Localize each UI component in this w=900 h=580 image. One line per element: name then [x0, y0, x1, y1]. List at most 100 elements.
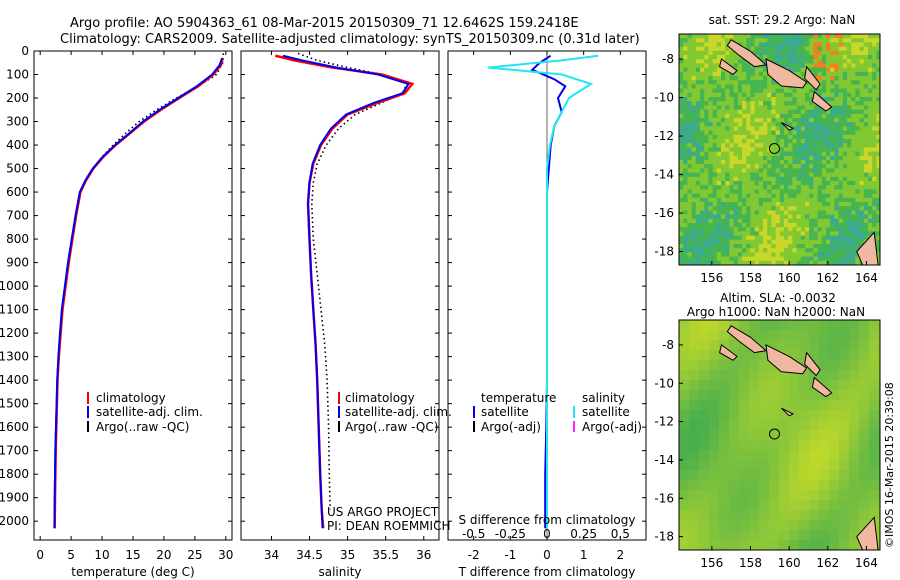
map-cell	[805, 260, 810, 265]
map-cell	[679, 239, 684, 245]
map-cell	[834, 134, 840, 140]
map-cell	[709, 440, 720, 451]
map-cell	[829, 380, 840, 391]
map-cell	[855, 130, 861, 136]
map-cell	[708, 143, 714, 148]
map-cell	[695, 109, 701, 115]
map-cell	[704, 59, 709, 64]
map-cell	[800, 181, 806, 186]
map-cell	[775, 244, 781, 249]
map-cell	[699, 350, 710, 361]
map-cell	[784, 55, 789, 60]
map-cell	[687, 59, 693, 64]
map-cell	[868, 189, 873, 195]
map-cell	[771, 248, 777, 253]
map-cell	[800, 34, 806, 39]
map-cell	[851, 172, 856, 178]
map-cell	[775, 231, 781, 237]
map-cell	[763, 168, 768, 174]
map-cell	[691, 202, 697, 207]
map-cell	[876, 92, 880, 98]
map-cell	[842, 134, 848, 140]
map-cell	[779, 193, 785, 199]
map-cell	[847, 109, 852, 115]
map-cell	[876, 239, 880, 245]
map-cell	[859, 122, 865, 127]
map-cell	[799, 420, 810, 431]
map-cell	[759, 440, 770, 451]
map-cell	[716, 84, 722, 90]
map-cell	[754, 101, 760, 106]
map-cell	[800, 223, 806, 228]
map-cell	[687, 248, 693, 253]
map-cell	[704, 206, 709, 211]
map-cell	[859, 210, 865, 216]
map-cell	[775, 227, 781, 232]
map-cell	[838, 97, 844, 102]
map-cell	[826, 218, 831, 224]
map-cell	[746, 231, 751, 237]
map-cell	[821, 223, 827, 228]
map-cell	[851, 109, 856, 115]
map-cell	[859, 193, 865, 199]
map-cell	[750, 210, 756, 216]
map-cell	[758, 122, 764, 127]
map-cell	[838, 168, 844, 174]
map-cell	[754, 239, 760, 245]
map-cell	[683, 164, 688, 169]
map-cell	[826, 252, 831, 258]
map-cell	[708, 206, 714, 211]
map-cell	[742, 252, 747, 258]
map-cell	[737, 130, 743, 136]
map-cell	[819, 320, 830, 331]
map-cell	[788, 206, 793, 211]
map-cell	[779, 189, 785, 195]
map-cell	[758, 71, 764, 77]
map-cell	[769, 330, 780, 341]
map-cell	[683, 231, 688, 237]
map-cell	[763, 92, 768, 98]
map-cell	[758, 88, 764, 94]
map-cell	[746, 181, 751, 186]
map-cell	[851, 176, 856, 182]
map-cell	[847, 105, 852, 111]
map-cell	[746, 248, 751, 253]
map-cell	[779, 256, 785, 262]
map-cell	[725, 168, 730, 174]
map-cell	[695, 55, 701, 60]
map-cell	[679, 390, 690, 401]
map-cell	[847, 172, 852, 178]
map-cell	[863, 101, 869, 106]
map-cell	[687, 50, 693, 56]
map-cell	[788, 42, 793, 48]
map-cell	[742, 147, 747, 153]
map-cell	[746, 202, 751, 207]
map-cell	[754, 189, 760, 195]
map-cell	[708, 189, 714, 195]
map-cell	[750, 252, 756, 258]
map-cell	[839, 390, 850, 401]
map-cell	[842, 46, 848, 52]
map-cell	[759, 390, 770, 401]
map-cell	[813, 88, 819, 94]
map-cell	[784, 252, 789, 258]
map-cell	[813, 231, 819, 237]
map-cell	[849, 490, 860, 501]
map-cell	[784, 147, 789, 153]
map-cell	[838, 197, 844, 203]
x-tick-label: 35	[340, 548, 355, 562]
map-cell	[746, 63, 751, 69]
difference-legend: temperature satellite Argo(-adj) salinit…	[473, 391, 642, 434]
map-cell	[842, 88, 848, 94]
map-cell	[709, 410, 720, 421]
map-cell	[733, 244, 739, 249]
map-cell	[679, 84, 684, 90]
map-cell	[695, 155, 701, 161]
map-cell	[872, 206, 877, 211]
map-cell	[737, 76, 743, 81]
map-cell	[719, 380, 730, 391]
map-cell	[691, 76, 697, 81]
map-cell	[819, 360, 830, 371]
map-cell	[716, 71, 722, 77]
map-cell	[868, 113, 873, 119]
